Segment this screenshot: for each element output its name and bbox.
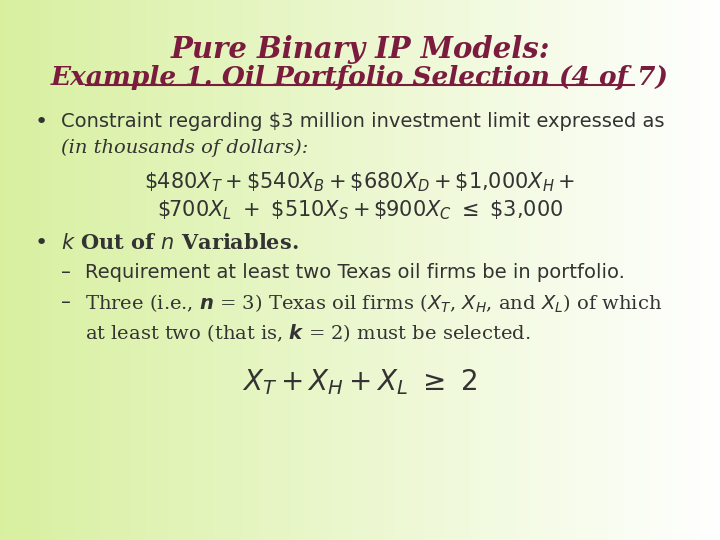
Text: •: • <box>35 112 48 132</box>
Text: Constraint regarding $3 million investment limit expressed as: Constraint regarding $3 million investme… <box>61 112 665 131</box>
Text: at least two (that is, $\boldsymbol{k}$ = 2) must be selected.: at least two (that is, $\boldsymbol{k}$ … <box>85 322 531 344</box>
Text: Requirement at least two Texas oil firms be in portfolio.: Requirement at least two Texas oil firms… <box>85 263 625 282</box>
Text: –: – <box>61 293 71 312</box>
Text: $\$480X_T + \$540X_B + \$680X_D + \$1{,}000X_H +$: $\$480X_T + \$540X_B + \$680X_D + \$1{,}… <box>145 170 575 194</box>
Text: Example 1. Oil Portfolio Selection (4 of 7): Example 1. Oil Portfolio Selection (4 of… <box>51 65 669 90</box>
Text: Pure Binary IP Models:: Pure Binary IP Models: <box>170 35 550 64</box>
Text: Three (i.e., $\boldsymbol{n}$ = 3) Texas oil firms ($X_T$, $X_H$, and $X_L$) of : Three (i.e., $\boldsymbol{n}$ = 3) Texas… <box>85 293 662 315</box>
Text: •: • <box>35 233 48 253</box>
Text: $X_T + X_H + X_L \ \geq \ 2$: $X_T + X_H + X_L \ \geq \ 2$ <box>243 367 477 397</box>
Text: $\mathit{k}$ Out of $\mathit{n}$ Variables.: $\mathit{k}$ Out of $\mathit{n}$ Variabl… <box>61 233 299 253</box>
Text: (in thousands of dollars):: (in thousands of dollars): <box>61 139 309 157</box>
Text: $\$700X_L \ + \ \$510X_S + \$900X_C \ \leq \ \$3{,}000$: $\$700X_L \ + \ \$510X_S + \$900X_C \ \l… <box>157 199 563 222</box>
Text: –: – <box>61 263 71 282</box>
